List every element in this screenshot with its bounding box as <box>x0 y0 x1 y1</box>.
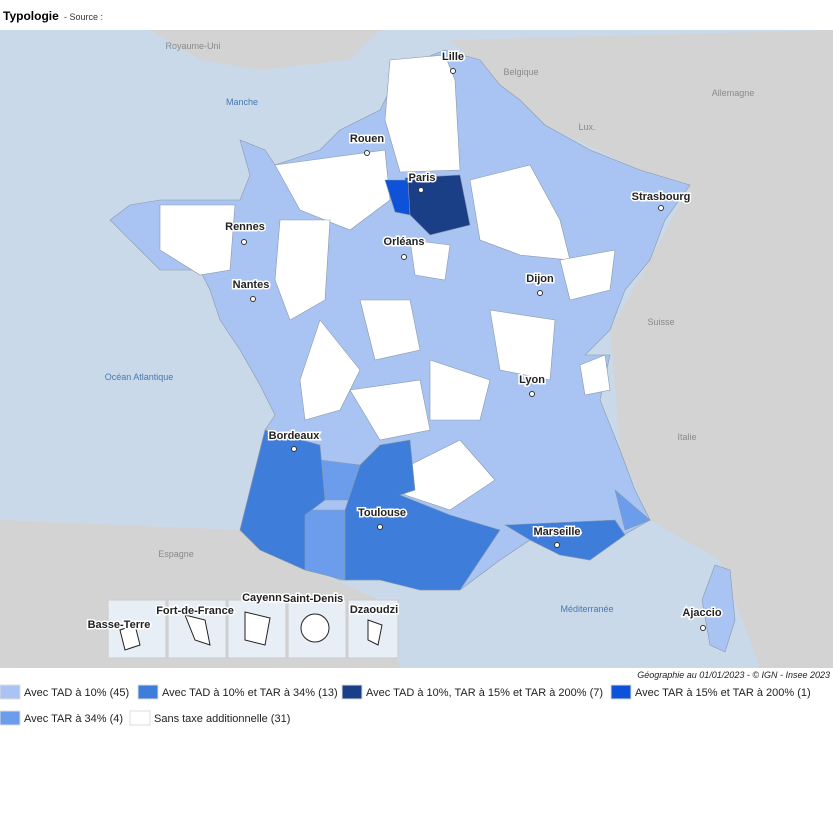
place-label: Allemagne <box>712 88 755 98</box>
legend-swatch <box>0 710 21 726</box>
place-label: Belgique <box>503 67 538 77</box>
legend-label: Avec TAR à 15% et TAR à 200% (1) <box>635 687 811 699</box>
inset-shapes <box>119 611 383 651</box>
legend-label: Avec TAR à 34% (4) <box>24 713 123 725</box>
legend-label: Avec TAD à 10% et TAR à 34% (13) <box>162 687 338 699</box>
city-label: Rouen <box>350 133 385 145</box>
city-label: Rennes <box>225 221 265 233</box>
sea-label: Océan Atlantique <box>105 372 174 382</box>
city-label: Nantes <box>233 279 270 291</box>
corsica <box>701 564 736 653</box>
city-label: Toulouse <box>358 507 406 519</box>
city-label: Lille <box>442 51 464 63</box>
city-label: Dijon <box>526 273 554 285</box>
credit: Géographie au 01/01/2023 - © IGN - Insee… <box>637 670 830 680</box>
legend-label: Sans taxe additionnelle (31) <box>154 713 290 725</box>
inset-label: Dzaoudzi <box>350 604 398 616</box>
sea-label: Manche <box>226 97 258 107</box>
city-label: Lyon <box>519 374 545 386</box>
city-label: Ajaccio <box>682 607 721 619</box>
inset-label: Cayenne <box>242 592 288 604</box>
legend-swatch <box>137 684 159 700</box>
place-label: Lux. <box>578 122 595 132</box>
city-label: Marseille <box>533 526 580 538</box>
legend-swatch <box>341 684 363 700</box>
legend-swatch <box>610 684 632 700</box>
sea-label: Méditerranée <box>560 604 613 614</box>
regions-tad-tar34 <box>239 429 626 591</box>
city-label: Paris <box>409 172 436 184</box>
regions-none <box>159 54 616 511</box>
legend-swatch <box>0 684 21 700</box>
place-label: Espagne <box>158 549 194 559</box>
legend-swatch <box>129 710 151 726</box>
place-label: Royaume-Uni <box>165 41 220 51</box>
legend: Avec TAD à 10% (45) Avec TAD à 10% et TAR… <box>0 684 811 726</box>
inset-label: Saint-Denis <box>283 593 344 605</box>
city-dots <box>241 68 706 631</box>
legend-label: Avec TAD à 10% (45) <box>24 687 129 699</box>
city-label: Orléans <box>384 236 425 248</box>
title: Typologie <box>3 9 59 23</box>
insets <box>107 599 399 659</box>
legend-label: Avec TAD à 10%, TAR à 15% et TAR à 200% … <box>366 687 603 699</box>
city-label: Strasbourg <box>632 191 691 203</box>
city-label: Bordeaux <box>269 430 321 442</box>
region-yvelines <box>384 179 411 216</box>
place-label: Italie <box>677 432 696 442</box>
inset-label: Basse-Terre <box>88 619 151 631</box>
source: - Source : <box>64 12 103 22</box>
place-label: Suisse <box>647 317 674 327</box>
inset-label: Fort-de-France <box>156 605 234 617</box>
